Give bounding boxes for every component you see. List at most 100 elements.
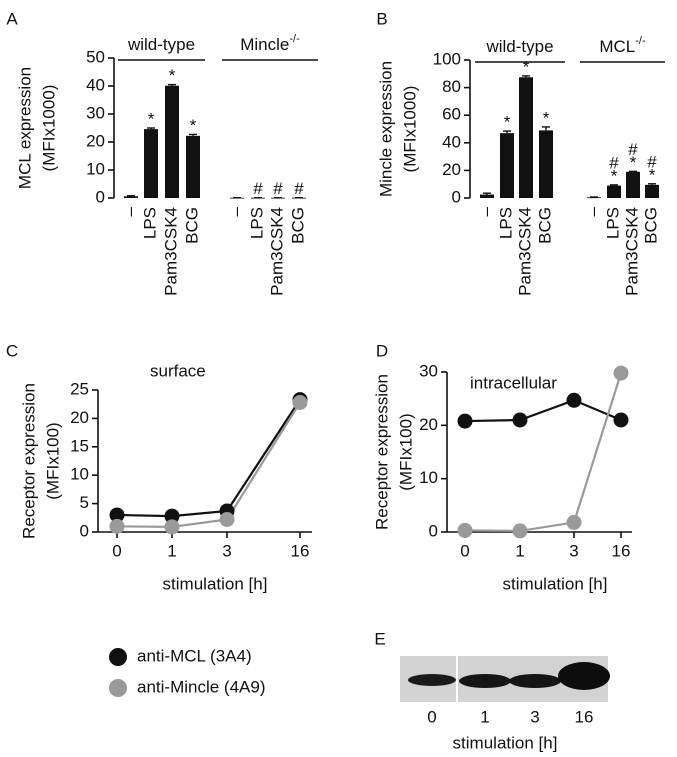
significance-mark: * [169, 66, 176, 85]
y-tick-label: 30 [419, 361, 438, 380]
panel: 0 10 20 30 40 50 MCL expression (MFIx1000) wild-… [6, 9, 318, 296]
point [219, 512, 235, 528]
x-tick-label: LPS [603, 207, 622, 239]
point [512, 412, 528, 428]
significance-mark: * [611, 166, 618, 185]
x-tick-label: BCG [641, 207, 660, 244]
y-tick-label: 0 [429, 521, 438, 540]
x-tick-label: Pam3CSK4 [267, 207, 286, 296]
bar [626, 171, 640, 198]
point [109, 518, 125, 534]
y-tick-label: 0 [80, 521, 89, 540]
bar [539, 130, 553, 198]
point [566, 392, 582, 408]
x-tick-label: BCG [182, 207, 201, 244]
x-tick-label: Pam3CSK4 [622, 207, 641, 296]
group-label-superscript: -/- [289, 33, 300, 45]
x-tick-label: – [120, 206, 139, 216]
x-tick-label: 3 [222, 541, 231, 560]
group-label: MCL-/- [599, 35, 646, 57]
series-line [116, 399, 301, 518]
bar [645, 184, 659, 198]
bar [500, 133, 514, 198]
y-tick-label: 20 [86, 131, 105, 150]
panel-letter: A [6, 9, 18, 28]
legend-marker [109, 679, 127, 697]
y-axis-label: (MFIx1000) [400, 86, 419, 173]
y-tick-label: 20 [442, 160, 461, 179]
legend-label: anti-Mincle (4A9) [137, 677, 266, 696]
y-tick-label: 5 [80, 493, 89, 512]
blot-band [408, 674, 456, 686]
y-tick-label: 40 [442, 132, 461, 151]
y-tick-label: 80 [442, 77, 461, 96]
x-axis-label: stimulation [h] [163, 574, 268, 593]
y-tick-label: 30 [86, 103, 105, 122]
y-axis-label: (MFIx100) [43, 422, 62, 499]
x-tick-label: – [226, 206, 245, 216]
x-tick-label: 3 [569, 541, 578, 560]
point [512, 523, 528, 539]
annotation: intracellular [470, 373, 557, 392]
point [613, 365, 629, 381]
x-axis-label: stimulation [h] [503, 574, 608, 593]
x-tick-label: 1 [167, 541, 176, 560]
significance-mark: * [504, 113, 511, 132]
significance-mark: # [647, 152, 657, 171]
bar [480, 194, 494, 198]
x-tick-label: 16 [291, 541, 310, 560]
x-tick-label: – [583, 206, 602, 216]
panel: 0 10 20 30 Receptor expression (MFIx100) 0 1 3 16… [372, 341, 632, 593]
y-tick-label: 10 [86, 159, 105, 178]
x-tick-label: LPS [496, 207, 515, 239]
significance-mark: * [523, 57, 530, 76]
lane-label: 16 [575, 707, 594, 726]
panel: 0 1 3 16 stimulation [h] E [374, 629, 593, 752]
group-label-text: MCL [599, 37, 635, 56]
panel-letter: E [374, 629, 385, 648]
y-tick-label: 20 [419, 415, 438, 434]
y-axis-label: MCL expression [15, 67, 34, 189]
x-axis-label: stimulation [h] [453, 733, 558, 752]
legend: anti-MCL (3A4) anti-Mincle (4A9) [109, 646, 266, 697]
bar [519, 77, 533, 198]
bar [186, 135, 200, 198]
x-tick-label: 1 [515, 541, 524, 560]
panel: 0 20 40 60 80 100 Mincle expression (MFIx1000) w… [376, 9, 665, 296]
legend-marker [109, 648, 127, 666]
point [109, 507, 125, 523]
x-tick-label: LPS [140, 207, 159, 239]
y-tick-label: 100 [433, 49, 461, 68]
panel: 0 5 10 15 20 25 Receptor expression (MFIx100) 0 1… [6, 341, 312, 593]
blot-band [558, 662, 610, 690]
point [613, 412, 629, 428]
bar [165, 85, 179, 198]
panel-letter: D [376, 341, 388, 360]
bar [144, 129, 158, 198]
significance-mark: * [649, 165, 656, 184]
panel-letter: B [376, 9, 387, 28]
significance-mark: # [273, 179, 283, 198]
y-tick-label: 50 [86, 47, 105, 66]
y-tick-label: 60 [442, 105, 461, 124]
group-label-text: wild-type [127, 35, 195, 54]
significance-mark: # [628, 140, 638, 159]
point [457, 522, 473, 538]
annotation: surface [150, 361, 206, 380]
significance-mark: * [148, 109, 155, 128]
x-tick-label: BCG [535, 207, 554, 244]
lane-label: 3 [530, 707, 539, 726]
group-label: Mincle-/- [240, 33, 300, 55]
point [457, 413, 473, 429]
y-tick-label: 0 [96, 187, 105, 206]
point [292, 394, 308, 410]
point [566, 514, 582, 530]
series-line [464, 399, 622, 423]
y-axis-label: Mincle expression [376, 61, 395, 197]
panel-letter: C [6, 341, 18, 360]
series-line [464, 372, 623, 533]
y-tick-label: 15 [70, 436, 89, 455]
significance-mark: * [630, 153, 637, 172]
bar [124, 196, 138, 198]
